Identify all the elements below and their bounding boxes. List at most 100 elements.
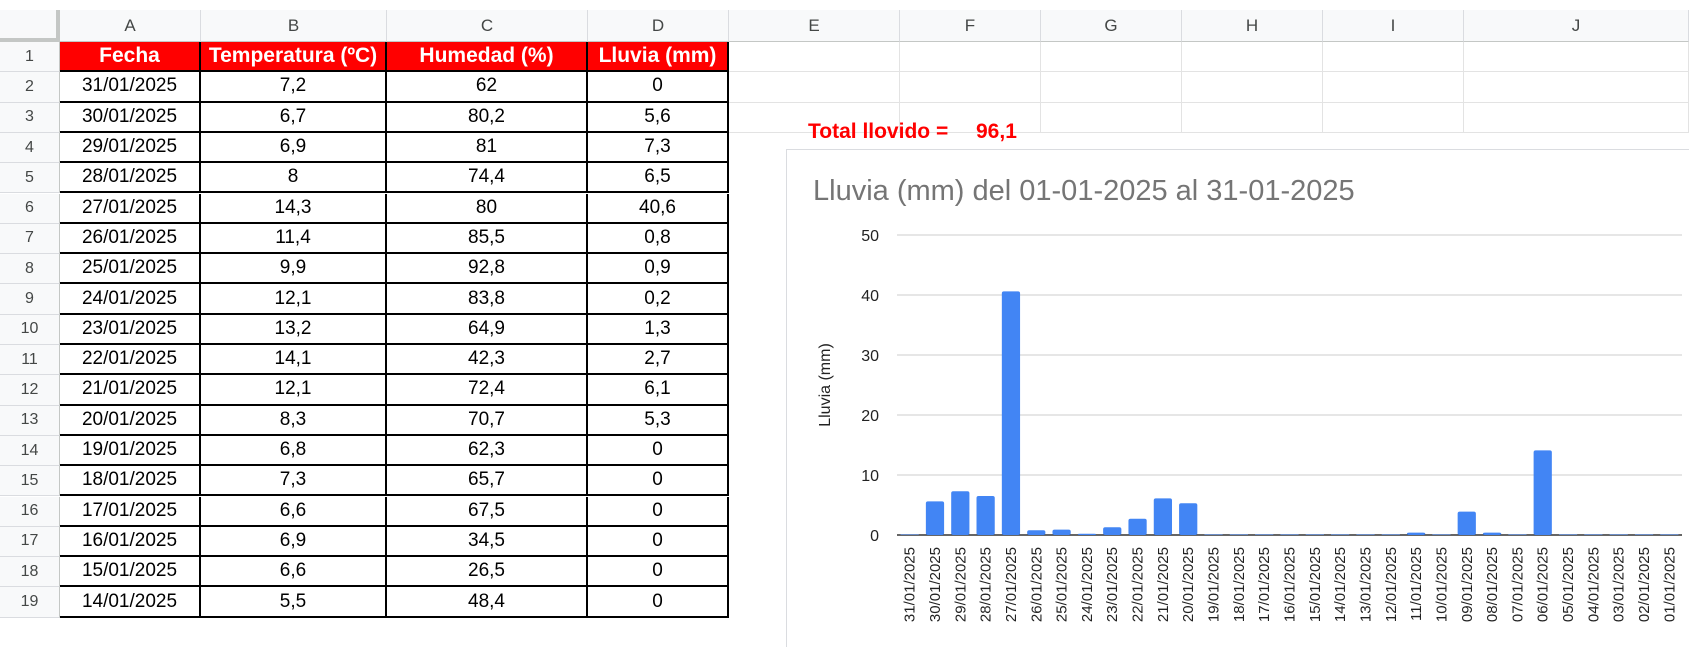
table-cell[interactable]: 6,9 bbox=[201, 132, 387, 164]
table-cell[interactable]: 62,3 bbox=[387, 435, 588, 467]
table-cell[interactable]: 16/01/2025 bbox=[60, 526, 201, 558]
table-cell[interactable]: 6,1 bbox=[588, 375, 729, 406]
table-cell[interactable]: 40,6 bbox=[588, 193, 729, 224]
table-cell[interactable]: 19/01/2025 bbox=[60, 435, 201, 467]
column-header-c[interactable]: C bbox=[387, 10, 588, 42]
table-cell[interactable]: 14,1 bbox=[201, 345, 387, 376]
table-cell[interactable]: 14/01/2025 bbox=[60, 587, 201, 618]
table-cell[interactable]: 5,6 bbox=[588, 102, 729, 133]
table-cell[interactable]: 12,1 bbox=[201, 375, 387, 406]
row-header-11[interactable]: 11 bbox=[0, 345, 60, 376]
table-cell[interactable]: 85,5 bbox=[387, 223, 588, 255]
table-cell[interactable]: 80 bbox=[387, 193, 588, 224]
table-cell[interactable]: 13,2 bbox=[201, 314, 387, 345]
column-header-f[interactable]: F bbox=[900, 10, 1041, 42]
table-cell[interactable]: 6,9 bbox=[201, 526, 387, 558]
empty-cell[interactable] bbox=[1041, 72, 1182, 103]
empty-cell[interactable] bbox=[1182, 102, 1323, 133]
row-header-15[interactable]: 15 bbox=[0, 466, 60, 497]
row-header-8[interactable]: 8 bbox=[0, 254, 60, 285]
row-header-19[interactable]: 19 bbox=[0, 587, 60, 618]
row-header-7[interactable]: 7 bbox=[0, 223, 60, 255]
table-cell[interactable]: 7,3 bbox=[201, 466, 387, 497]
table-cell[interactable]: 0,8 bbox=[588, 223, 729, 255]
empty-cell[interactable] bbox=[1464, 42, 1689, 73]
table-cell[interactable]: 80,2 bbox=[387, 102, 588, 133]
empty-cell[interactable] bbox=[1041, 102, 1182, 133]
table-cell[interactable]: 8 bbox=[201, 163, 387, 194]
table-header-cell[interactable]: Temperatura (ºC) bbox=[201, 42, 387, 73]
empty-cell[interactable] bbox=[1464, 102, 1689, 133]
rain-bar-chart[interactable]: Lluvia (mm) del 01-01-2025 al 31-01-2025… bbox=[786, 149, 1689, 647]
table-cell[interactable]: 62 bbox=[387, 72, 588, 103]
table-cell[interactable]: 18/01/2025 bbox=[60, 466, 201, 497]
table-cell[interactable]: 8,3 bbox=[201, 405, 387, 436]
table-cell[interactable]: 0 bbox=[588, 72, 729, 103]
table-cell[interactable]: 25/01/2025 bbox=[60, 254, 201, 285]
table-cell[interactable]: 24/01/2025 bbox=[60, 284, 201, 315]
empty-cell[interactable] bbox=[729, 72, 900, 103]
empty-cell[interactable] bbox=[1182, 72, 1323, 103]
column-header-h[interactable]: H bbox=[1182, 10, 1323, 42]
empty-cell[interactable] bbox=[900, 72, 1041, 103]
table-cell[interactable]: 27/01/2025 bbox=[60, 193, 201, 224]
column-header-e[interactable]: E bbox=[729, 10, 900, 42]
column-header-g[interactable]: G bbox=[1041, 10, 1182, 42]
table-cell[interactable]: 0 bbox=[588, 526, 729, 558]
column-header-i[interactable]: I bbox=[1323, 10, 1464, 42]
empty-cell[interactable] bbox=[729, 42, 900, 73]
table-cell[interactable]: 67,5 bbox=[387, 496, 588, 527]
row-header-2[interactable]: 2 bbox=[0, 72, 60, 103]
row-header-18[interactable]: 18 bbox=[0, 557, 60, 588]
table-cell[interactable]: 6,6 bbox=[201, 496, 387, 527]
table-cell[interactable]: 14,3 bbox=[201, 193, 387, 224]
table-cell[interactable]: 20/01/2025 bbox=[60, 405, 201, 436]
column-header-b[interactable]: B bbox=[201, 10, 387, 42]
table-cell[interactable]: 5,5 bbox=[201, 587, 387, 618]
table-cell[interactable]: 26/01/2025 bbox=[60, 223, 201, 255]
empty-cell[interactable] bbox=[1323, 72, 1464, 103]
table-header-cell[interactable]: Fecha bbox=[60, 42, 201, 73]
table-cell[interactable]: 0 bbox=[588, 435, 729, 467]
table-cell[interactable]: 28/01/2025 bbox=[60, 163, 201, 194]
column-header-a[interactable]: A bbox=[60, 10, 201, 42]
table-cell[interactable]: 6,5 bbox=[588, 163, 729, 194]
table-cell[interactable]: 23/01/2025 bbox=[60, 314, 201, 345]
row-header-13[interactable]: 13 bbox=[0, 405, 60, 436]
column-header-d[interactable]: D bbox=[588, 10, 729, 42]
table-cell[interactable]: 6,7 bbox=[201, 102, 387, 133]
row-header-3[interactable]: 3 bbox=[0, 102, 60, 133]
table-header-cell[interactable]: Humedad (%) bbox=[387, 42, 588, 73]
empty-cell[interactable] bbox=[900, 42, 1041, 73]
row-header-5[interactable]: 5 bbox=[0, 163, 60, 194]
empty-cell[interactable] bbox=[1323, 42, 1464, 73]
table-cell[interactable]: 0 bbox=[588, 587, 729, 618]
table-cell[interactable]: 48,4 bbox=[387, 587, 588, 618]
table-cell[interactable]: 15/01/2025 bbox=[60, 557, 201, 588]
table-cell[interactable]: 81 bbox=[387, 132, 588, 164]
row-header-9[interactable]: 9 bbox=[0, 284, 60, 315]
table-header-cell[interactable]: Lluvia (mm) bbox=[588, 42, 729, 73]
table-cell[interactable]: 7,3 bbox=[588, 132, 729, 164]
table-cell[interactable]: 0,2 bbox=[588, 284, 729, 315]
table-cell[interactable]: 31/01/2025 bbox=[60, 72, 201, 103]
table-cell[interactable]: 30/01/2025 bbox=[60, 102, 201, 133]
table-cell[interactable]: 0 bbox=[588, 466, 729, 497]
row-header-6[interactable]: 6 bbox=[0, 193, 60, 224]
table-cell[interactable]: 0,9 bbox=[588, 254, 729, 285]
table-cell[interactable]: 0 bbox=[588, 496, 729, 527]
row-header-17[interactable]: 17 bbox=[0, 526, 60, 558]
table-cell[interactable]: 21/01/2025 bbox=[60, 375, 201, 406]
empty-cell[interactable] bbox=[1041, 42, 1182, 73]
table-cell[interactable]: 29/01/2025 bbox=[60, 132, 201, 164]
empty-cell[interactable] bbox=[1464, 72, 1689, 103]
row-header-14[interactable]: 14 bbox=[0, 435, 60, 467]
table-cell[interactable]: 64,9 bbox=[387, 314, 588, 345]
table-cell[interactable]: 42,3 bbox=[387, 345, 588, 376]
table-cell[interactable]: 17/01/2025 bbox=[60, 496, 201, 527]
empty-cell[interactable] bbox=[729, 102, 900, 133]
row-header-4[interactable]: 4 bbox=[0, 132, 60, 164]
table-cell[interactable]: 0 bbox=[588, 557, 729, 588]
table-cell[interactable]: 9,9 bbox=[201, 254, 387, 285]
table-cell[interactable]: 74,4 bbox=[387, 163, 588, 194]
